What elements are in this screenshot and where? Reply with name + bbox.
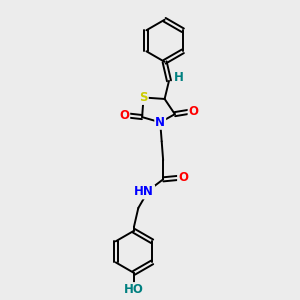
Text: HN: HN (134, 185, 154, 198)
Text: S: S (139, 91, 148, 104)
Text: O: O (189, 105, 199, 118)
Text: H: H (174, 71, 184, 84)
Text: N: N (155, 116, 165, 129)
Text: O: O (178, 171, 188, 184)
Text: HO: HO (124, 283, 144, 296)
Text: O: O (119, 109, 129, 122)
